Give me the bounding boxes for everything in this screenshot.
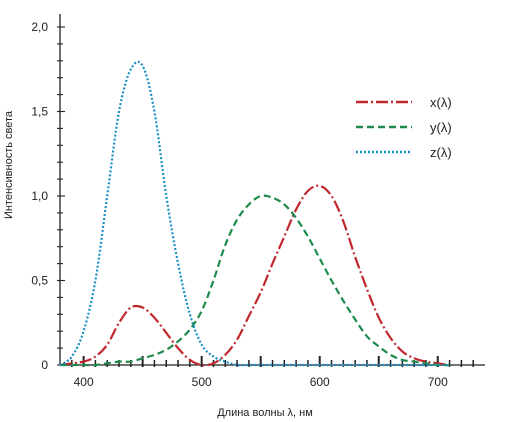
legend-label: y(λ) (430, 120, 452, 135)
legend-label: x(λ) (430, 95, 452, 110)
x-tick-label: 700 (428, 375, 448, 389)
series-line-0 (59, 184, 450, 367)
y-tick-label: 0 (41, 358, 48, 372)
x-axis-title: Длина волны λ, нм (217, 407, 313, 419)
y-tick-label: 1,0 (31, 189, 48, 203)
series-line-2 (59, 60, 450, 367)
series-layer (59, 60, 450, 367)
legend-label: z(λ) (430, 145, 452, 160)
x-tick-label: 500 (192, 375, 212, 389)
legend: x(λ) y(λ) z(λ) (356, 95, 452, 160)
y-tick-label: 1,5 (31, 105, 48, 119)
axes (59, 14, 485, 366)
ticks: 0 0,5 1,0 1,5 2,0 400 500 600 700 (31, 20, 474, 389)
series-line-1 (60, 194, 450, 367)
y-axis-title: Интенсивность света (3, 110, 15, 219)
y-tick-label: 2,0 (31, 20, 48, 34)
y-tick-label: 0,5 (31, 274, 48, 288)
x-tick-label: 400 (74, 375, 94, 389)
x-tick-label: 600 (310, 375, 330, 389)
